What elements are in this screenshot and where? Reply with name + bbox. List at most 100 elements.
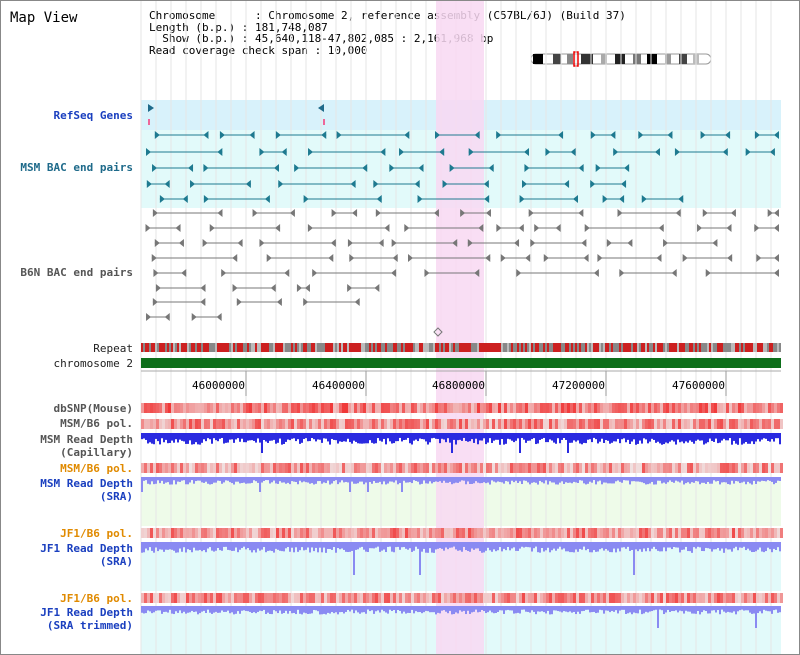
- polymorphism-cell: [171, 593, 174, 603]
- read-depth-bar: [707, 433, 709, 443]
- label-b6n-bac-end-pairs[interactable]: B6N BAC end pairs: [20, 266, 133, 279]
- polymorphism-cell: [342, 593, 345, 603]
- read-depth-bar: [623, 606, 625, 610]
- label-msm-read-depth-sra[interactable]: MSM Read Depth (SRA): [40, 477, 133, 503]
- read-depth-bar: [393, 606, 395, 611]
- read-depth-bar: [567, 606, 569, 613]
- label-chromosome-2[interactable]: chromosome 2: [53, 357, 133, 370]
- bac-end-marker: [296, 284, 302, 292]
- read-depth-bar: [509, 433, 511, 440]
- read-depth-bar: [777, 542, 779, 548]
- repeat-block: [261, 343, 263, 352]
- read-depth-bar: [449, 606, 451, 611]
- polymorphism-cell: [543, 419, 546, 429]
- read-depth-bar: [549, 433, 551, 440]
- read-depth-bar: [739, 477, 741, 484]
- polymorphism-cell: [753, 419, 756, 429]
- read-depth-bar: [263, 542, 265, 548]
- read-depth-bar: [435, 477, 437, 482]
- polymorphism-cell: [432, 463, 435, 473]
- label-msm-read-depth-capillary[interactable]: MSM Read Depth (Capillary): [40, 433, 133, 459]
- read-depth-bar: [649, 542, 651, 552]
- read-depth-bar: [279, 433, 281, 439]
- read-depth-bar: [727, 606, 729, 612]
- polymorphism-cell: [525, 403, 528, 413]
- read-depth-bar: [735, 606, 737, 615]
- read-depth-bar: [473, 433, 475, 443]
- polymorphism-cell: [432, 403, 435, 413]
- read-depth-bar: [677, 542, 679, 548]
- read-depth-bar: [173, 433, 175, 443]
- read-depth-bar: [363, 433, 365, 444]
- read-depth-bar: [201, 433, 203, 443]
- repeat-block: [365, 343, 367, 352]
- polymorphism-cell: [528, 593, 531, 603]
- read-depth-bar: [433, 542, 435, 553]
- label-jf1-b6-pol[interactable]: JF1/B6 pol.: [60, 527, 133, 540]
- read-depth-bar: [277, 606, 279, 614]
- polymorphism-cell: [375, 463, 378, 473]
- label-msm-bac-end-pairs[interactable]: MSM BAC end pairs: [20, 161, 133, 174]
- polymorphism-cell: [708, 419, 711, 429]
- bac-end-marker: [590, 180, 596, 188]
- repeat-block: [577, 343, 579, 352]
- read-depth-bar: [655, 477, 657, 485]
- label-jf1-b6-pol-trimmed[interactable]: JF1/B6 pol.: [60, 592, 133, 605]
- label-refseq-genes[interactable]: RefSeq Genes: [53, 109, 133, 122]
- label-repeat[interactable]: Repeat: [93, 342, 133, 355]
- polymorphism-cell: [240, 463, 243, 473]
- read-depth-bar: [565, 477, 567, 483]
- read-depth-bar: [227, 477, 229, 481]
- repeat-block: [337, 343, 339, 352]
- read-depth-bar: [481, 477, 483, 484]
- read-depth-bar: [235, 606, 237, 614]
- chromosome-bar: [141, 358, 781, 368]
- label-msm-b6-pol-sra[interactable]: MSM/B6 pol.: [60, 462, 133, 475]
- polymorphism-cell: [729, 419, 732, 429]
- polymorphism-cell: [687, 403, 690, 413]
- polymorphism-cell: [690, 403, 693, 413]
- polymorphism-cell: [336, 528, 339, 538]
- label-jf1-read-depth-sra-trimmed[interactable]: JF1 Read Depth (SRA trimmed): [40, 606, 133, 632]
- read-depth-bar: [613, 433, 615, 442]
- polymorphism-cell: [261, 419, 264, 429]
- read-depth-bar: [235, 542, 237, 548]
- read-depth-bar: [405, 542, 407, 549]
- polymorphism-cell: [540, 419, 543, 429]
- label-dbsnp-mouse[interactable]: dbSNP(Mouse): [53, 402, 133, 415]
- polymorphism-cell: [375, 403, 378, 413]
- polymorphism-cell: [198, 463, 201, 473]
- read-depth-bar: [557, 433, 559, 439]
- polymorphism-cell: [390, 463, 393, 473]
- polymorphism-cell: [672, 593, 675, 603]
- polymorphism-cell: [282, 419, 285, 429]
- read-depth-bar: [617, 433, 619, 439]
- label-jf1-read-depth-sra[interactable]: JF1 Read Depth (SRA): [40, 542, 133, 568]
- polymorphism-cell: [291, 593, 294, 603]
- polymorphism-cell: [387, 463, 390, 473]
- repeat-block: [149, 343, 151, 352]
- read-depth-bar: [523, 542, 525, 548]
- bac-end-marker: [678, 195, 684, 203]
- read-depth-bar: [717, 433, 719, 444]
- polymorphism-cell: [183, 403, 186, 413]
- read-depth-bar: [601, 477, 603, 485]
- read-depth-bar: [451, 477, 453, 485]
- polymorphism-cell: [354, 528, 357, 538]
- bac-end-marker: [418, 164, 424, 172]
- repeat-block: [181, 343, 183, 352]
- read-depth-bar: [229, 433, 231, 440]
- label-msm-b6-pol[interactable]: MSM/B6 pol.: [60, 417, 133, 430]
- read-depth-bar: [589, 433, 591, 440]
- read-depth-bar: [711, 606, 713, 611]
- read-depth-bar: [551, 542, 553, 551]
- bac-end-marker: [774, 131, 779, 139]
- repeat-block: [779, 343, 781, 352]
- read-depth-bar: [777, 433, 779, 439]
- read-depth-bar: [213, 477, 215, 483]
- repeat-block: [209, 343, 211, 352]
- read-depth-bar: [445, 477, 447, 483]
- polymorphism-cell: [315, 593, 318, 603]
- polymorphism-cell: [558, 419, 561, 429]
